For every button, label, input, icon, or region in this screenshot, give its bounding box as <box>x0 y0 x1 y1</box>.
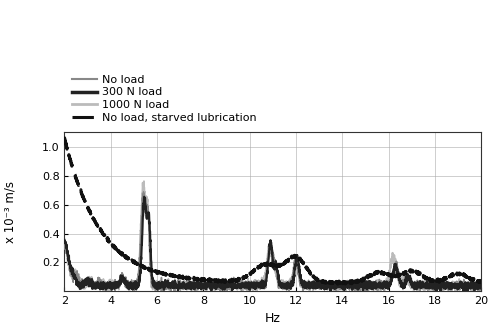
X-axis label: Hz: Hz <box>265 312 281 325</box>
Legend: No load, 300 N load, 1000 N load, No load, starved lubrication: No load, 300 N load, 1000 N load, No loa… <box>70 72 259 125</box>
Text: x 10⁻³ m/s: x 10⁻³ m/s <box>4 181 17 243</box>
